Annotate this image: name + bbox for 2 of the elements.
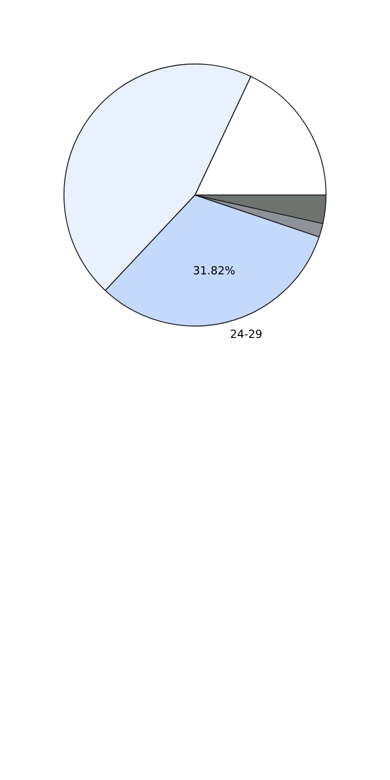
- data-label: 31.82%: [194, 266, 235, 274]
- slice-label: 24-29: [230, 330, 262, 338]
